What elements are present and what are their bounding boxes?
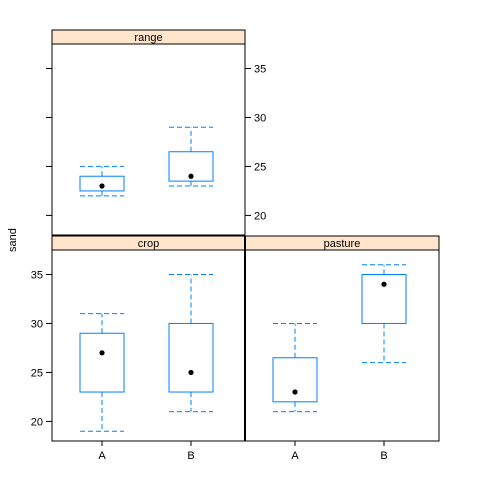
x-tick-label: A [98,450,106,462]
box-range-B [168,126,214,187]
strip-label-pasture: pasture [324,238,361,250]
box-iqr [79,175,125,192]
panel-crop: crop 20 25 30 35 A B [31,235,246,462]
strip-label-range: range [134,32,162,44]
strip-label-crop: crop [138,238,159,250]
box-range-A [79,165,125,197]
box-crop-A [79,313,125,432]
y-tick-label: 35 [254,63,266,75]
box-iqr [361,273,407,324]
median-dot [99,183,105,189]
box-iqr [79,332,125,393]
panel-pasture: pasture A B [244,235,440,462]
y-tick-label: 25 [31,367,43,379]
box-iqr [168,322,214,393]
median-dot [188,369,194,376]
median-dot [188,173,194,179]
plot-frame-range [51,43,246,236]
y-axis-label: sand [7,228,19,252]
plot-frame-crop [51,249,246,442]
box-crop-B [168,273,214,413]
box-pasture-B [361,264,407,364]
y-tick-label: 30 [254,112,266,124]
box-iqr [168,151,214,182]
plot-frame-pasture [244,249,440,442]
x-tick-label: A [291,450,299,462]
y-tick-label: 35 [31,269,43,281]
panel-range: range 20 25 30 35 [46,29,266,236]
median-dot [99,350,105,356]
x-tick-label: B [187,450,194,462]
box-pasture-A [272,322,318,413]
median-dot [381,281,387,287]
y-tick-label: 30 [31,318,43,330]
y-tick-label: 20 [31,416,43,428]
y-tick-label: 25 [254,161,266,173]
median-dot [292,389,298,395]
x-tick-label: B [380,450,387,462]
box-iqr [272,357,318,403]
y-tick-label: 20 [254,210,266,222]
